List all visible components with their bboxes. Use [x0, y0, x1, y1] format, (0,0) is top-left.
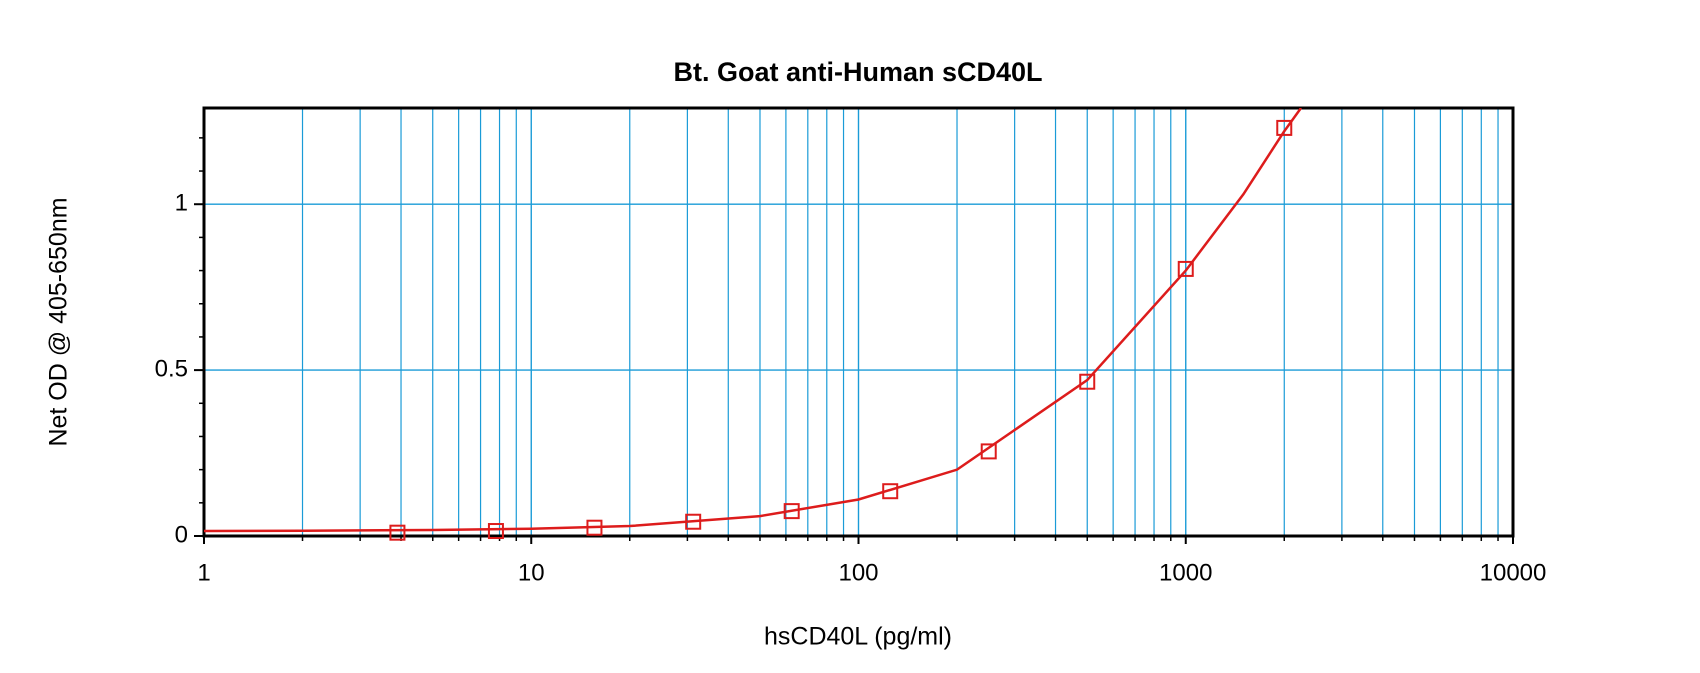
- x-tick-label: 1000: [1159, 559, 1212, 586]
- y-axis-label: Net OD @ 405-650nm: [45, 197, 73, 446]
- data-point: [1079, 373, 1096, 390]
- y-tick-label: 0: [175, 521, 188, 548]
- data-point: [1177, 260, 1194, 277]
- y-tick-label: 0.5: [155, 355, 188, 382]
- data-point: [1276, 119, 1293, 136]
- fit-curve: [204, 108, 1303, 533]
- plot-frame: [202, 106, 1515, 538]
- x-tick-label: 100: [838, 559, 878, 586]
- data-point: [389, 524, 406, 541]
- x-tick-label: 10000: [1480, 559, 1547, 586]
- x-tick-label: 1: [197, 559, 210, 586]
- data-point: [487, 523, 504, 540]
- x-axis-label: hsCD40L (pg/ml): [764, 623, 952, 651]
- x-tick-label: 10: [518, 559, 545, 586]
- chart-title: Bt. Goat anti-Human sCD40L: [673, 57, 1042, 87]
- y-tick-label: 1: [175, 190, 188, 217]
